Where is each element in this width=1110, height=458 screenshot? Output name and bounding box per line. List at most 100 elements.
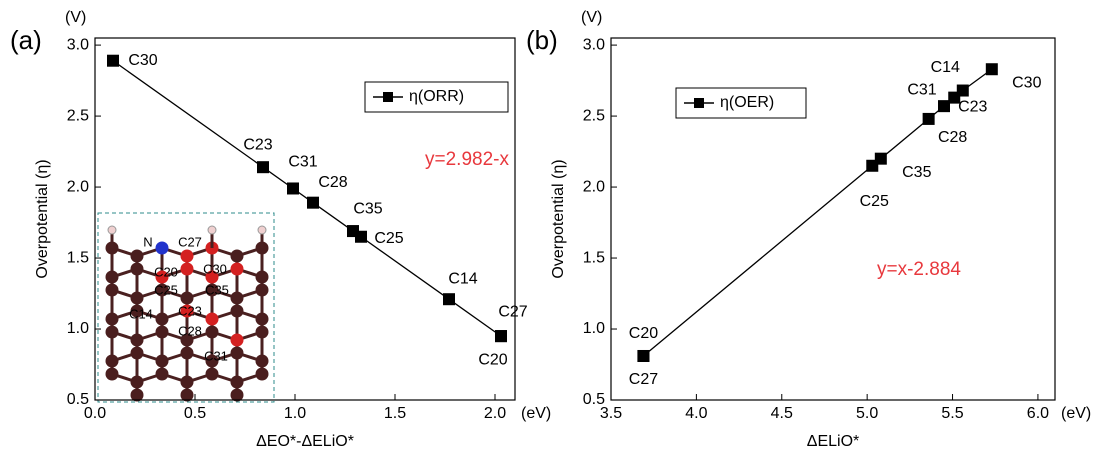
atom [230, 375, 244, 389]
atom [130, 262, 144, 276]
marker [874, 152, 887, 165]
atom [180, 388, 194, 402]
point-label: C27 [498, 303, 527, 320]
inset-label: C20 [154, 264, 178, 279]
point-label: C14 [448, 270, 477, 287]
point-label: C30 [128, 52, 157, 69]
atom [130, 388, 144, 402]
x-tick-label: 1.5 [384, 405, 406, 422]
x-tick-label: 6.0 [1027, 405, 1049, 422]
x-tick-label: 5.5 [941, 405, 963, 422]
atom [105, 367, 119, 381]
x-tick-label: 0.0 [84, 405, 106, 422]
atom [130, 375, 144, 389]
y-tick-label: 0.5 [67, 391, 89, 408]
atom [255, 354, 269, 368]
atom [180, 346, 194, 360]
y-tick-label: 1.5 [583, 249, 605, 266]
point-label: C25 [860, 193, 889, 210]
x-axis-label: ΔEO*-ΔELiO* [256, 433, 354, 450]
y-tick-label: 2.0 [583, 178, 605, 195]
atom [230, 304, 244, 318]
inset-label: C31 [204, 348, 228, 363]
atom [130, 249, 144, 263]
point-label: C14 [931, 59, 960, 76]
marker [938, 100, 950, 113]
inset-label: C35 [205, 282, 229, 297]
atom [155, 312, 169, 326]
atom [180, 375, 194, 389]
atom [130, 346, 144, 360]
inset-frame [97, 212, 275, 403]
atom [205, 283, 219, 297]
atom [155, 325, 169, 339]
atom [155, 367, 169, 381]
atom [205, 367, 219, 381]
point-label: C27 [629, 371, 658, 388]
atom [105, 312, 119, 326]
inset-label: C30 [203, 261, 227, 276]
atom [255, 367, 269, 381]
inset-label: C14 [129, 306, 153, 321]
x-tick-label: 1.0 [284, 405, 306, 422]
legend-label: η(OER) [720, 94, 774, 111]
point-label: C23 [243, 136, 272, 153]
point-label: C20 [478, 351, 507, 368]
fit-annotation: y=2.982-x [425, 149, 509, 170]
point-label: C23 [958, 99, 987, 116]
point-label: C25 [374, 230, 403, 247]
plot-frame [610, 37, 1056, 401]
atom [155, 354, 169, 368]
y-unit: (V) [65, 9, 86, 26]
marker [495, 330, 507, 343]
hydrogen [207, 225, 217, 235]
marker [307, 196, 319, 209]
y-tick-label: 1.5 [67, 249, 89, 266]
point-label: C35 [902, 164, 931, 181]
inset-label: N [143, 234, 152, 249]
marker [637, 349, 650, 362]
atom [180, 291, 194, 305]
marker [287, 182, 299, 195]
atom [130, 291, 144, 305]
atom [230, 249, 244, 263]
panel-label: (a) [10, 25, 42, 55]
atom [205, 325, 219, 339]
atom [130, 304, 144, 318]
atom [230, 333, 244, 347]
y-tick-label: 1.0 [67, 320, 89, 337]
legend-label: η(ORR) [409, 88, 464, 105]
hydrogen [257, 225, 267, 235]
atom [155, 283, 169, 297]
panel-label: (b) [526, 25, 558, 55]
point-label: C20 [629, 325, 658, 342]
plot-frame [94, 37, 516, 401]
atom [155, 241, 169, 255]
atom [105, 270, 119, 284]
atom [105, 325, 119, 339]
marker [985, 63, 998, 76]
atom [180, 249, 194, 263]
atom [205, 270, 219, 284]
x-tick-label: 5.0 [856, 405, 878, 422]
y-tick-label: 2.5 [67, 107, 89, 124]
inset-label: C25 [154, 282, 178, 297]
y-tick-label: 1.0 [583, 320, 605, 337]
y-tick-label: 3.0 [67, 36, 89, 53]
inset-label: C23 [178, 303, 202, 318]
inset-label: C28 [178, 323, 202, 338]
marker [355, 230, 367, 243]
atom [180, 304, 194, 318]
x-tick-label: 0.5 [184, 405, 206, 422]
atom [155, 270, 169, 284]
atom [205, 354, 219, 368]
x-axis-label: ΔELiO* [807, 433, 859, 450]
atom [105, 283, 119, 297]
y-tick-label: 0.5 [583, 391, 605, 408]
point-label: C28 [938, 129, 967, 146]
atom [230, 291, 244, 305]
point-label: C30 [1012, 74, 1041, 91]
atom [130, 333, 144, 347]
marker [443, 293, 455, 306]
